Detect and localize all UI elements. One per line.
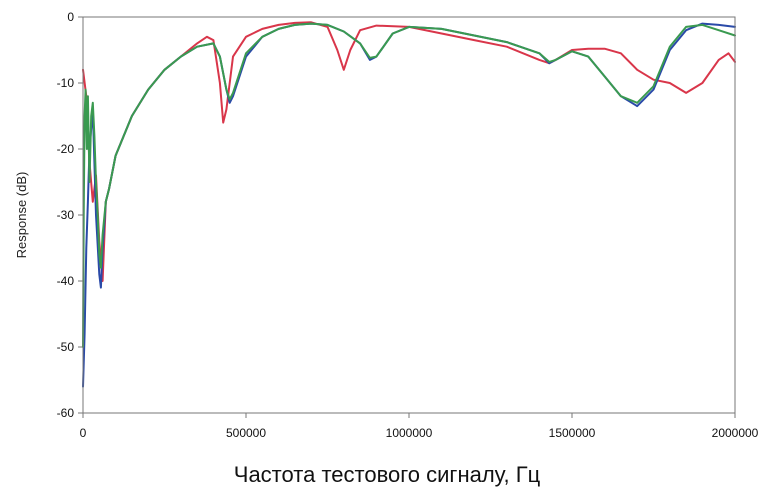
y-tick-label: -60 [57,406,75,420]
y-tick-label: -20 [57,142,75,156]
series-lines [82,21,736,388]
series-line-1 [82,21,736,282]
y-tick-label: -30 [57,208,75,222]
y-tick-label: 0 [67,10,74,24]
x-tick-label: 500000 [226,426,266,440]
x-tick-label: 1000000 [386,426,433,440]
x-tick-label: 1500000 [549,426,596,440]
y-tick-label: -50 [57,340,75,354]
series-line-3 [82,22,736,348]
series-line-2 [82,22,736,388]
x-axis-ticks: 0 500000 1000000 1500000 2000000 [80,413,759,440]
plot-frame [82,16,736,414]
x-axis-label: Частота тестового сигналу, Гц [234,462,541,487]
y-tick-label: -40 [57,274,75,288]
x-tick-label: 0 [80,426,87,440]
y-axis-ticks: 0 -10 -20 -30 -40 -50 -60 [57,10,83,420]
y-tick-label: -10 [57,76,75,90]
x-tick-label: 2000000 [712,426,759,440]
y-axis-label: Response (dB) [14,172,29,259]
